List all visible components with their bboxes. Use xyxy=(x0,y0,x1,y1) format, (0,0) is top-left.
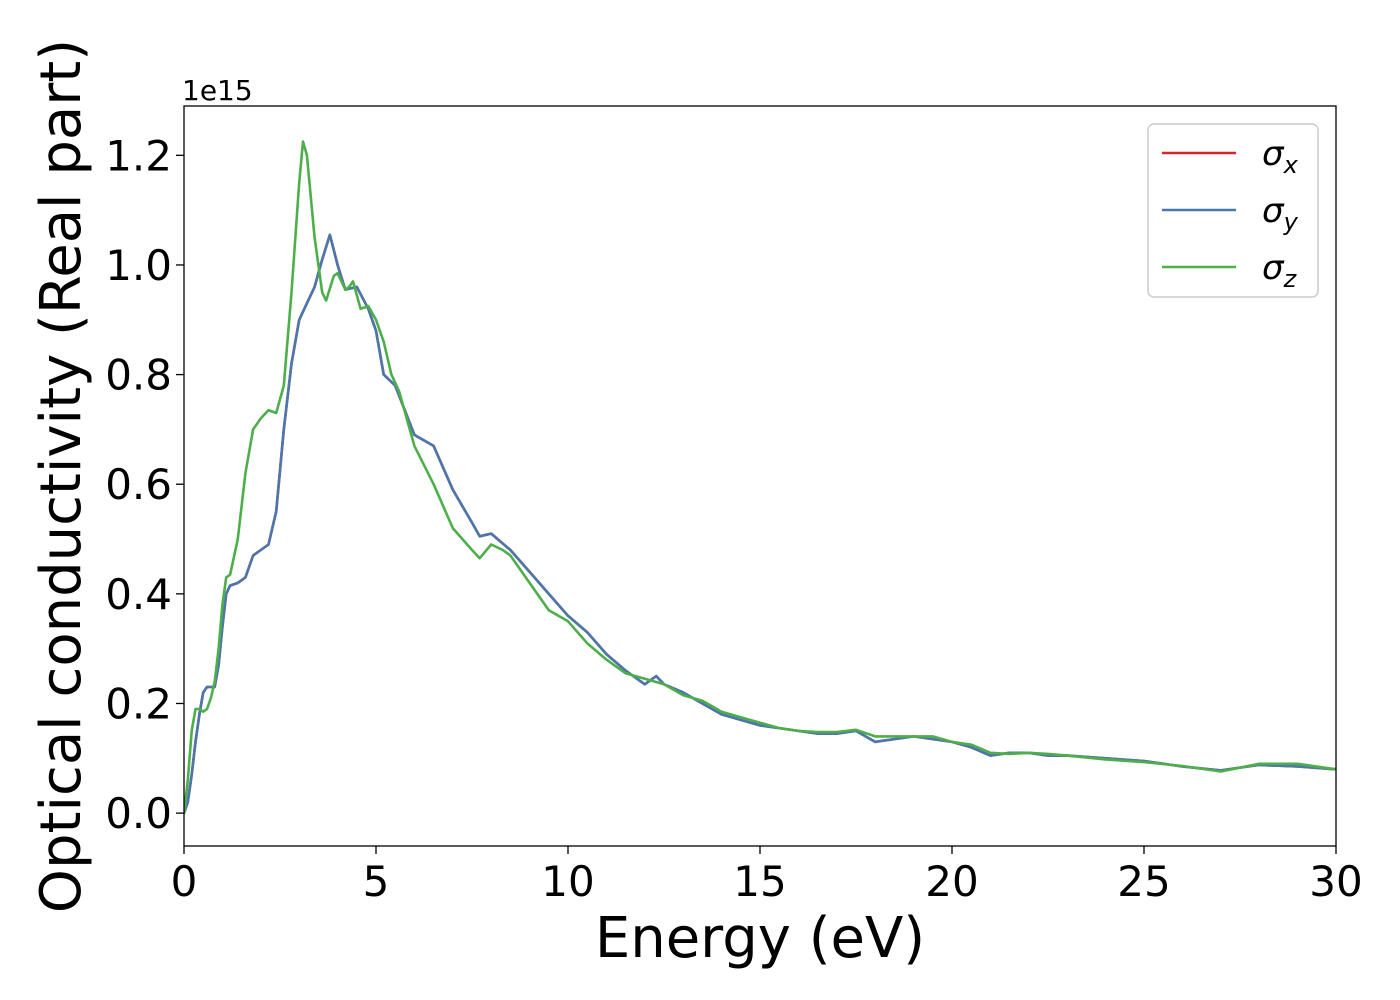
y-tick-label: 0.4 xyxy=(105,570,172,619)
y-axis-label: Optical conductivity (Real part) xyxy=(29,39,94,913)
y-tick-label: 1.2 xyxy=(105,131,172,180)
series-line-sigma-z xyxy=(184,140,1336,815)
y-tick-label: 0.8 xyxy=(105,351,172,400)
x-axis-label: Energy (eV) xyxy=(595,906,925,971)
x-tick-label: 25 xyxy=(1117,857,1170,906)
legend-subscript: x xyxy=(1283,151,1299,179)
legend-subscript: z xyxy=(1283,265,1298,293)
x-tick-label: 10 xyxy=(541,857,594,906)
y-tick-label: 0.6 xyxy=(105,460,172,509)
y-tick-label: 0.0 xyxy=(105,789,172,838)
legend-symbol: σ xyxy=(1262,248,1285,288)
y-tick-label: 0.2 xyxy=(105,679,172,728)
x-axis-ticks: 0 5 10 15 20 25 30 xyxy=(171,846,1363,906)
legend-subscript: y xyxy=(1283,208,1299,236)
legend-symbol: σ xyxy=(1262,191,1285,231)
series-line-sigma-y xyxy=(184,233,1336,815)
series-group xyxy=(184,140,1336,815)
legend-symbol: σ xyxy=(1262,134,1285,174)
x-tick-label: 5 xyxy=(363,857,390,906)
x-tick-label: 0 xyxy=(171,857,198,906)
plot-area xyxy=(183,105,1337,847)
legend-label-sigma-z: σz xyxy=(1262,248,1298,293)
x-tick-label: 15 xyxy=(733,857,786,906)
x-tick-label: 20 xyxy=(925,857,978,906)
legend-label-sigma-x: σx xyxy=(1262,134,1299,179)
x-tick-label: 30 xyxy=(1309,857,1362,906)
y-axis-ticks: 0.0 0.2 0.4 0.6 0.8 1.0 1.2 xyxy=(105,131,184,838)
y-tick-label: 1.0 xyxy=(105,241,172,290)
y-axis-offset-text: 1e15 xyxy=(182,74,253,107)
legend-label-sigma-y: σy xyxy=(1262,191,1299,236)
